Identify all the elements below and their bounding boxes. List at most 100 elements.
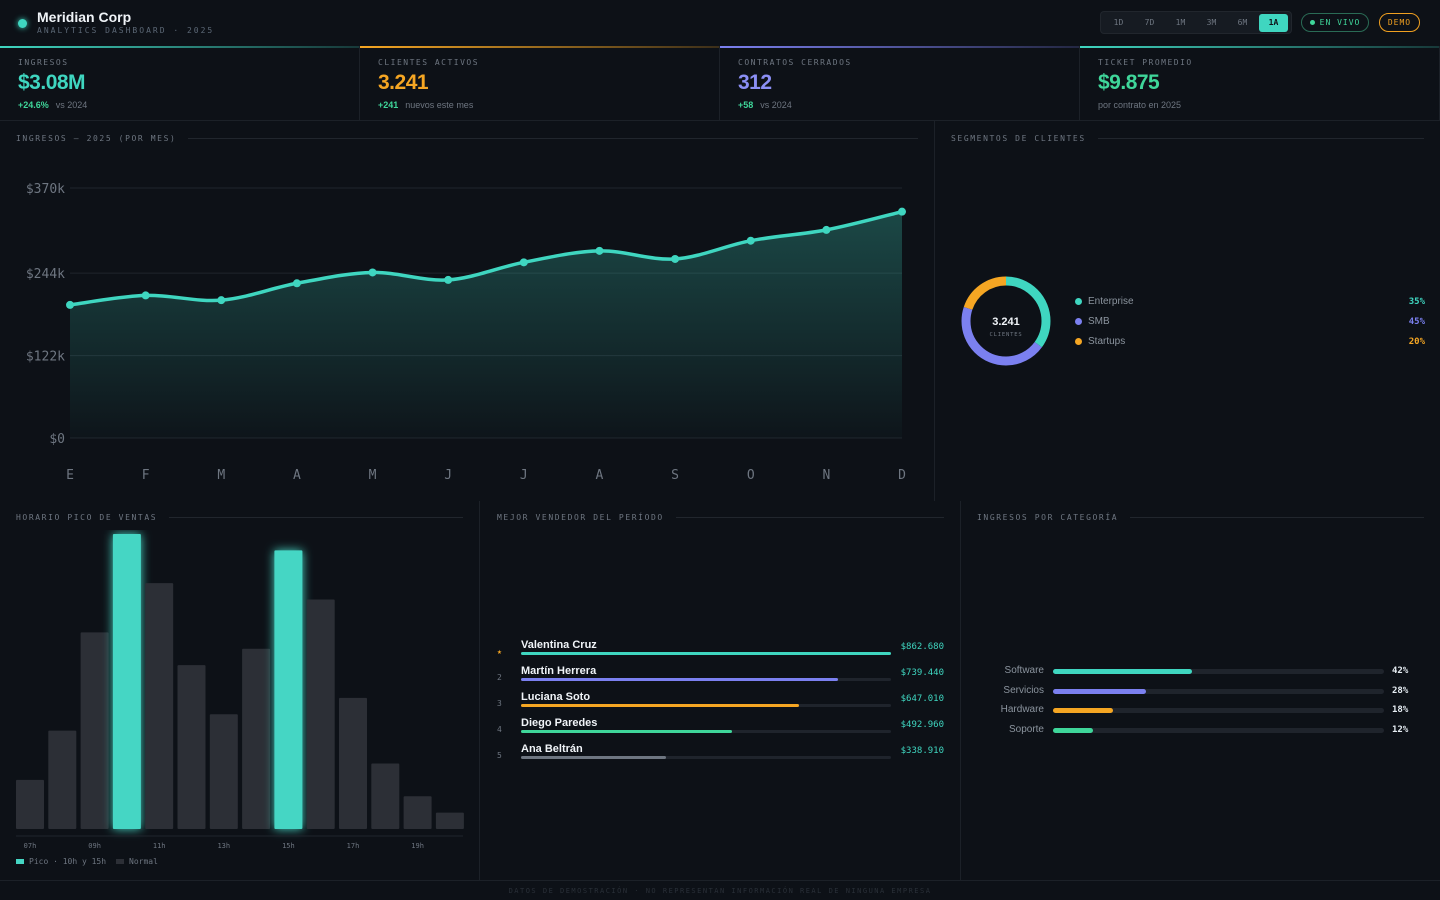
categories-title-row: INGRESOS POR CATEGORÍA: [977, 513, 1424, 522]
seller-amount: $492.960: [900, 720, 944, 730]
category-row[interactable]: Servicios 28%: [977, 685, 1424, 699]
revenue-point[interactable]: [519, 258, 528, 267]
title-rule: [169, 517, 463, 518]
x-tick-label: A: [596, 468, 604, 483]
normal-swatch: [116, 859, 124, 864]
x-tick-label: A: [293, 468, 301, 483]
live-label: EN VIVO: [1319, 18, 1361, 27]
range-button-6m[interactable]: 6M: [1237, 18, 1248, 27]
segment-legend-item[interactable]: SMB 45%: [1075, 316, 1425, 327]
range-button-1a[interactable]: 1A: [1259, 13, 1288, 32]
segment-pct: 20%: [1408, 336, 1425, 347]
donut-slice-enterprise[interactable]: [961, 276, 1051, 366]
seller-row[interactable]: 3 Luciana Soto $647.010: [497, 691, 944, 715]
category-bar-fill: [1053, 669, 1193, 674]
seller-name: Luciana Soto: [521, 691, 591, 703]
revenue-point[interactable]: [141, 291, 150, 300]
kpi-card: CONTRATOS CERRADOS 312 +58 vs 2024: [720, 46, 1080, 121]
hour-bar[interactable]: [435, 812, 464, 829]
hour-bar[interactable]: [16, 779, 44, 829]
category-name: Soporte: [1008, 723, 1044, 735]
segments-donut-chart: 3.241 CLIENTES: [961, 276, 1051, 366]
kpi-note: por contrato en 2025: [1098, 100, 1182, 110]
seller-amount: $862.680: [900, 642, 944, 652]
hour-bar[interactable]: [371, 763, 400, 829]
seller-amount: $647.010: [900, 694, 944, 704]
category-bar-fill: [1053, 688, 1146, 694]
divider: [960, 501, 961, 880]
revenue-point[interactable]: [671, 254, 680, 263]
x-tick-label: O: [747, 468, 755, 483]
revenue-point[interactable]: [898, 207, 906, 216]
hour-bar[interactable]: [339, 697, 367, 829]
segment-dot-icon: [1075, 298, 1082, 305]
segments-title-row: SEGMENTOS DE CLIENTES: [951, 134, 1424, 143]
category-row[interactable]: Soporte 12%: [977, 724, 1424, 738]
revenue-panel: INGRESOS — 2025 (POR MES): [16, 134, 918, 143]
revenue-point[interactable]: [217, 296, 226, 305]
kpi-label: INGRESOS: [18, 58, 69, 67]
x-tick-label: S: [671, 468, 679, 483]
revenue-point[interactable]: [292, 279, 301, 288]
legend-peak-label: Pico · 10h y 15h: [29, 857, 107, 866]
kpi-label: CONTRATOS CERRADOS: [738, 58, 852, 67]
hour-bar[interactable]: [48, 730, 77, 829]
hour-bar[interactable]: [242, 648, 271, 829]
range-button-1d[interactable]: 1D: [1113, 18, 1124, 27]
x-tick-label: E: [66, 468, 74, 483]
segment-legend-item[interactable]: Enterprise 35%: [1075, 296, 1425, 307]
x-tick-label: M: [369, 468, 377, 483]
kpi-footnote: por contrato en 2025: [1098, 100, 1421, 110]
category-bar-track: [1053, 669, 1384, 674]
range-button-3m[interactable]: 3M: [1206, 18, 1217, 27]
y-tick-label: $122k: [26, 350, 65, 365]
kpi-value: 312: [738, 71, 772, 94]
category-row[interactable]: Hardware 18%: [977, 704, 1424, 718]
hour-bar[interactable]: [306, 599, 335, 829]
hour-bar[interactable]: [145, 583, 174, 829]
revenue-point[interactable]: [746, 236, 755, 245]
hour-bar[interactable]: [209, 714, 238, 829]
revenue-point[interactable]: [444, 275, 453, 284]
seller-rank: 5: [497, 751, 502, 760]
dashboard-subtitle: ANALYTICS DASHBOARD · 2025: [37, 26, 215, 35]
hour-tick-label: 19h: [411, 842, 424, 850]
hour-bar[interactable]: [177, 665, 206, 829]
peak-hour-bar[interactable]: [274, 550, 303, 829]
seller-bar-fill: [521, 678, 839, 681]
seller-row[interactable]: 2 Martín Herrera $739.440: [497, 665, 944, 689]
range-button-7d[interactable]: 7D: [1144, 18, 1155, 27]
kpi-accent-bar: [0, 46, 359, 48]
seller-row[interactable]: ★ Valentina Cruz $862.680: [497, 639, 944, 663]
divider: [934, 121, 935, 501]
kpi-row: INGRESOS $3.08M +24.6% vs 2024 CLIENTES ACTI…: [0, 46, 1440, 121]
segment-legend-item[interactable]: Startups 20%: [1075, 336, 1425, 347]
seller-bar-track: [521, 704, 891, 707]
kpi-change: +24.6%: [18, 100, 49, 110]
sellers-panel: MEJOR VENDEDOR DEL PERÍODO: [497, 513, 944, 522]
x-tick-label: J: [444, 468, 452, 483]
revenue-point[interactable]: [66, 300, 74, 309]
x-tick-label: F: [142, 468, 150, 483]
hours-title: HORARIO PICO DE VENTAS: [16, 513, 158, 522]
revenue-point[interactable]: [368, 268, 377, 277]
y-tick-label: $0: [49, 432, 65, 447]
peak-hour-bar[interactable]: [112, 534, 141, 829]
seller-row[interactable]: 5 Ana Beltrán $338.910: [497, 743, 944, 767]
x-tick-label: D: [898, 468, 906, 483]
category-bar-track: [1053, 688, 1384, 694]
seller-row[interactable]: 4 Diego Paredes $492.960: [497, 717, 944, 741]
hour-tick-label: 11h: [153, 842, 166, 850]
title-rule: [675, 517, 944, 518]
category-pct: 18%: [1392, 705, 1409, 715]
category-row[interactable]: Software 42%: [977, 665, 1424, 679]
revenue-point[interactable]: [595, 246, 604, 255]
revenue-point[interactable]: [822, 225, 831, 234]
kpi-label: CLIENTES ACTIVOS: [378, 58, 480, 67]
seller-bar-track: [521, 652, 891, 655]
range-button-1m[interactable]: 1M: [1175, 18, 1186, 27]
hour-bar[interactable]: [403, 796, 432, 829]
sellers-title-row: MEJOR VENDEDOR DEL PERÍODO: [497, 513, 944, 522]
donut-slice-smb[interactable]: [961, 276, 1051, 366]
hour-bar[interactable]: [80, 632, 109, 829]
